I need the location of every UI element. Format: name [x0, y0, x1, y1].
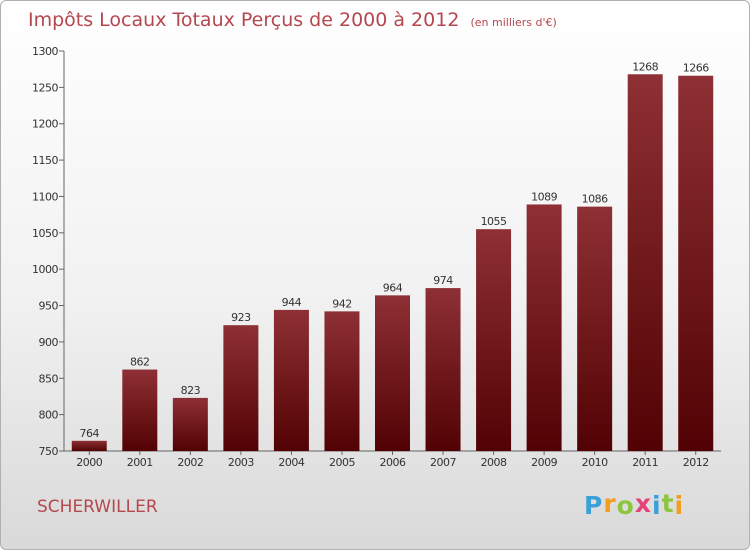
bar — [425, 288, 461, 451]
x-tick-label: 2009 — [531, 456, 557, 469]
data-label: 862 — [130, 356, 150, 369]
y-tick-label: 1100 — [32, 190, 58, 203]
logo-letter: P — [584, 491, 604, 520]
logo-letter: r — [603, 489, 617, 518]
bar — [324, 311, 360, 451]
data-label: 974 — [433, 274, 453, 287]
x-tick-label: 2005 — [329, 456, 355, 469]
data-label: 964 — [383, 281, 403, 294]
bar — [71, 440, 107, 451]
bar — [122, 369, 158, 451]
bar — [375, 295, 410, 451]
bar — [223, 325, 259, 451]
x-tick-label: 2003 — [228, 456, 254, 469]
logo-letter: o — [616, 491, 635, 520]
y-tick-label: 800 — [39, 409, 59, 422]
data-label: 823 — [181, 384, 201, 397]
logo-letter: x — [634, 489, 652, 518]
logo-letter: t — [661, 489, 675, 518]
y-tick-label: 900 — [39, 336, 59, 349]
bar — [678, 75, 714, 452]
data-label: 944 — [282, 296, 302, 309]
unit-note: (en milliers d'€) — [470, 16, 557, 29]
logo-letter: i — [674, 491, 685, 520]
commune-name: SCHERWILLER — [37, 497, 158, 517]
chart-title: Impôts Locaux Totaux Perçus de 2000 à 20… — [28, 9, 557, 31]
bar — [172, 397, 208, 451]
y-tick-label: 1200 — [32, 118, 58, 131]
data-labels: 764 862 823 923 944 942 964 974 1055 1089 1086 1268… — [80, 60, 710, 440]
data-label: 1268 — [632, 60, 658, 73]
x-tick-label: 2006 — [380, 456, 406, 469]
title-text: Impôts Locaux Totaux Perçus de 2000 à 20… — [28, 9, 460, 31]
bar — [577, 206, 613, 451]
x-tick-label: 2007 — [430, 456, 456, 469]
x-tick-label: 2011 — [632, 456, 658, 469]
data-label: 764 — [80, 427, 100, 440]
y-tick-label: 750 — [39, 445, 59, 458]
proxiti-logo: Proxiti — [584, 489, 685, 520]
x-tick-label: 2000 — [76, 456, 102, 469]
bar — [627, 74, 663, 451]
data-label: 942 — [332, 297, 352, 310]
bar — [526, 204, 562, 451]
y-tick-label: 1050 — [32, 227, 58, 240]
x-tick-label: 2010 — [582, 456, 608, 469]
y-tick-label: 1300 — [32, 45, 58, 58]
data-label: 1266 — [683, 62, 709, 75]
x-tick-label: 2012 — [683, 456, 709, 469]
y-tick-label: 850 — [39, 372, 59, 385]
y-tick-label: 1000 — [32, 263, 58, 276]
data-label: 1055 — [481, 215, 507, 228]
data-label: 1089 — [531, 190, 557, 203]
data-label: 923 — [231, 311, 251, 324]
x-tick-label: 2004 — [278, 456, 304, 469]
x-tick-label: 2001 — [127, 456, 153, 469]
bars — [71, 74, 714, 452]
y-tick-label: 1150 — [32, 154, 58, 167]
logo-letter: i — [652, 491, 662, 520]
x-tick-label: 2002 — [177, 456, 203, 469]
x-tick-label: 2008 — [481, 456, 507, 469]
bar — [273, 309, 309, 451]
y-tick-label: 950 — [39, 300, 59, 313]
data-label: 1086 — [582, 193, 608, 206]
bar — [476, 229, 512, 451]
y-tick-label: 1250 — [32, 81, 58, 94]
